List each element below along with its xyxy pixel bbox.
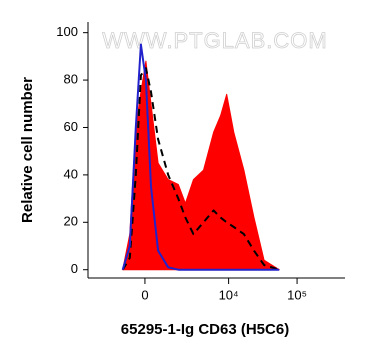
y-tick-label: 0 bbox=[71, 261, 78, 276]
x-tick-label: 10⁵ bbox=[287, 287, 307, 302]
x-tick-label: 10⁴ bbox=[219, 287, 239, 302]
y-tick-label: 20 bbox=[64, 214, 78, 229]
y-tick-label: 40 bbox=[64, 166, 78, 181]
x-axis-title: 65295-1-Ig CD63 (H5C6) bbox=[121, 321, 289, 338]
y-tick-label: 60 bbox=[64, 119, 78, 134]
x-tick-label: 0 bbox=[141, 287, 148, 302]
y-tick-label: 80 bbox=[64, 72, 78, 87]
watermark: WWW.PTGLAB.COM bbox=[102, 28, 327, 53]
y-axis-title: Relative cell number bbox=[19, 77, 36, 223]
line bbox=[121, 67, 280, 271]
line bbox=[121, 43, 280, 271]
y-tick-label: 100 bbox=[56, 24, 78, 39]
